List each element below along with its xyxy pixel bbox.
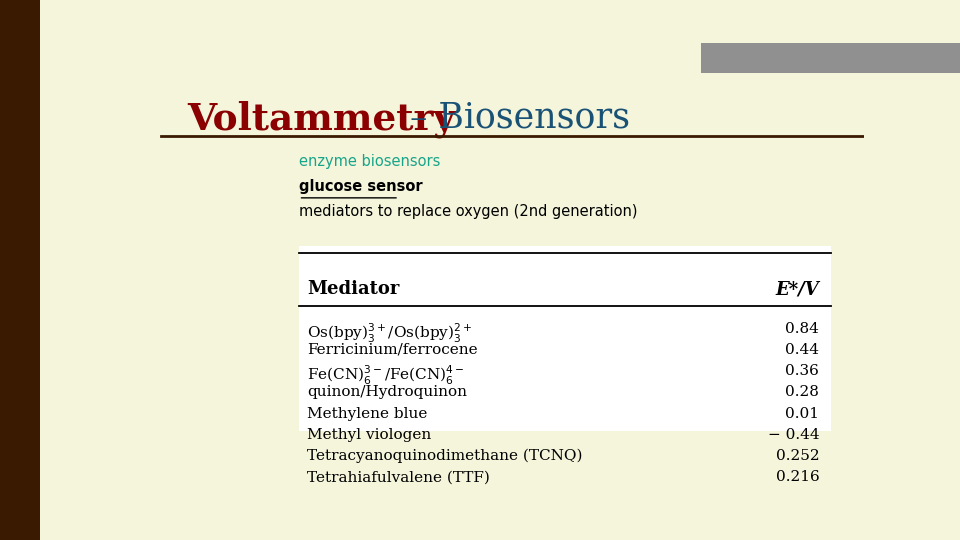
Text: E*/V: E*/V	[776, 280, 820, 298]
Text: Os(bpy)$_3^{3+}$/Os(bpy)$_3^{2+}$: Os(bpy)$_3^{3+}$/Os(bpy)$_3^{2+}$	[307, 322, 472, 345]
Text: 0.28: 0.28	[785, 386, 820, 400]
Text: Mediator: Mediator	[307, 280, 400, 298]
Text: 0.252: 0.252	[776, 449, 820, 463]
Text: enzyme biosensors: enzyme biosensors	[299, 154, 440, 169]
Text: 0.36: 0.36	[785, 364, 820, 378]
Text: Tetrahiafulvalene (TTF): Tetrahiafulvalene (TTF)	[307, 470, 491, 484]
Text: 0.216: 0.216	[776, 470, 820, 484]
Text: – Biosensors: – Biosensors	[399, 100, 630, 134]
Text: Methyl viologen: Methyl viologen	[307, 428, 432, 442]
Text: Ferricinium/ferrocene: Ferricinium/ferrocene	[307, 343, 478, 357]
FancyBboxPatch shape	[299, 246, 830, 431]
Text: 0.01: 0.01	[785, 407, 820, 421]
Text: Methylene blue: Methylene blue	[307, 407, 428, 421]
Text: Voltammetry: Voltammetry	[187, 100, 455, 138]
Text: glucose sensor: glucose sensor	[299, 179, 422, 194]
Text: quinon/Hydroquinon: quinon/Hydroquinon	[307, 386, 468, 400]
Text: Tetracyanoquinodimethane (TCNQ): Tetracyanoquinodimethane (TCNQ)	[307, 449, 583, 463]
Text: mediators to replace oxygen (2nd generation): mediators to replace oxygen (2nd generat…	[299, 204, 637, 219]
Text: Fe(CN)$_6^{3-}$/Fe(CN)$_6^{4-}$: Fe(CN)$_6^{3-}$/Fe(CN)$_6^{4-}$	[307, 364, 465, 387]
Text: 0.44: 0.44	[785, 343, 820, 357]
Text: − 0.44: − 0.44	[768, 428, 820, 442]
Text: 0.84: 0.84	[785, 322, 820, 336]
